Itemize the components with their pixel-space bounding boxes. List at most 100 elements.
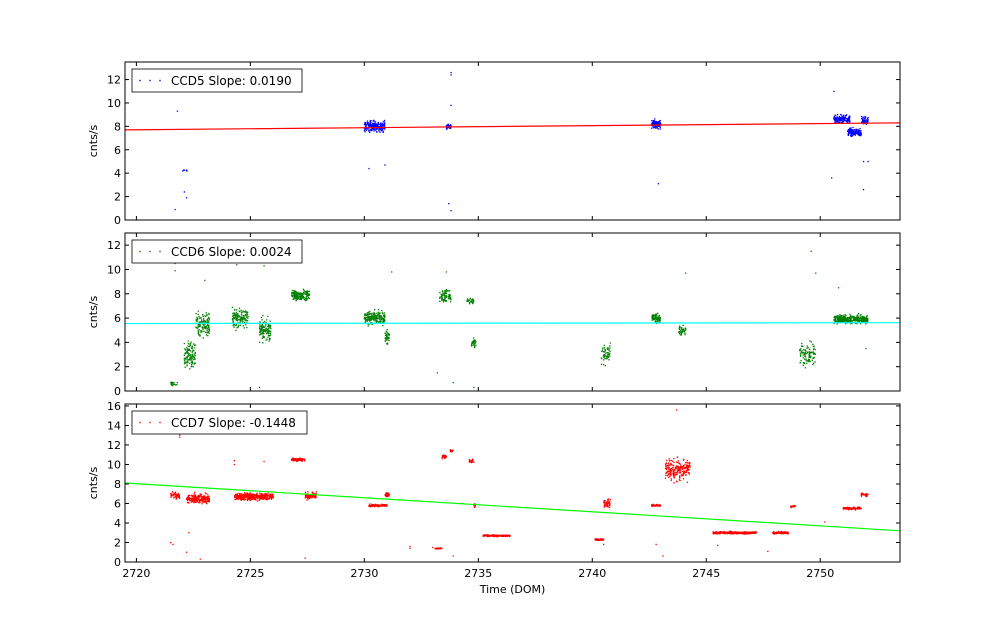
data-point: [231, 318, 233, 320]
data-point: [668, 460, 671, 462]
data-point: [446, 128, 448, 130]
data-point: [386, 342, 389, 344]
data-point: [190, 350, 192, 352]
data-point: [266, 338, 268, 340]
data-point: [375, 315, 377, 317]
data-point: [784, 531, 786, 533]
data-point: [451, 449, 453, 451]
data-point: [683, 458, 685, 460]
data-point: [202, 328, 204, 330]
data-point: [675, 466, 677, 469]
data-point: [370, 313, 372, 315]
data-point: [270, 498, 273, 500]
data-point: [487, 535, 489, 537]
data-point: [374, 128, 376, 130]
data-point: [266, 498, 268, 500]
data-point: [684, 461, 687, 464]
data-point: [652, 319, 654, 321]
data-point: [494, 534, 496, 537]
data-point: [176, 494, 178, 496]
data-point: [863, 320, 865, 322]
data-point: [308, 290, 310, 292]
data-point: [799, 352, 801, 354]
data-point: [840, 113, 842, 116]
data-point: [470, 301, 472, 303]
data-point: [365, 316, 368, 319]
data-point: [246, 313, 249, 315]
data-point: [263, 336, 265, 339]
data-point: [383, 319, 386, 322]
data-point: [445, 271, 448, 273]
data-point: [654, 315, 657, 318]
data-point: [245, 498, 247, 500]
data-point: [444, 299, 446, 301]
data-point: [658, 505, 660, 507]
data-point: [860, 492, 862, 494]
data-point: [677, 465, 679, 468]
data-point: [262, 498, 264, 500]
data-point: [192, 349, 194, 351]
data-point: [386, 333, 388, 336]
data-point: [202, 323, 204, 325]
data-point: [307, 297, 310, 299]
data-point: [468, 461, 471, 463]
data-point: [305, 292, 307, 294]
data-point: [363, 130, 366, 132]
data-point: [240, 309, 242, 311]
data-point: [498, 534, 500, 536]
data-point: [266, 319, 268, 321]
data-point: [178, 497, 181, 499]
data-point: [298, 298, 301, 300]
data-point: [375, 317, 377, 320]
data-point: [244, 492, 246, 494]
data-point: [472, 301, 474, 303]
data-point: [292, 292, 294, 294]
data-point: [191, 347, 193, 349]
data-point: [247, 311, 249, 313]
data-point: [748, 533, 750, 535]
data-point: [666, 464, 668, 467]
data-point: [203, 326, 206, 328]
data-point: [184, 366, 186, 368]
data-point: [803, 352, 805, 354]
data-point: [259, 498, 261, 500]
data-point: [838, 115, 841, 118]
data-point: [844, 314, 847, 316]
data-point: [255, 494, 257, 497]
data-point: [208, 501, 210, 503]
data-point: [193, 493, 195, 495]
data-point: [800, 354, 802, 356]
data-point: [194, 498, 196, 501]
data-point: [247, 317, 249, 319]
y-tick-label: 0: [114, 385, 121, 398]
data-point: [305, 291, 307, 294]
x-axis-label: Time (DOM): [479, 583, 546, 596]
data-point: [653, 314, 655, 316]
data-point: [183, 169, 185, 171]
data-point: [600, 363, 603, 365]
data-point: [857, 508, 859, 510]
data-point: [178, 496, 180, 498]
data-point: [859, 134, 861, 136]
data-point: [845, 115, 847, 117]
data-point: [753, 531, 756, 533]
data-point: [261, 332, 263, 335]
data-point: [471, 459, 473, 461]
data-point: [236, 315, 238, 317]
data-point: [368, 312, 371, 314]
data-point: [472, 461, 474, 463]
data-point: [659, 126, 661, 128]
data-point: [833, 322, 835, 325]
data-point: [814, 361, 816, 363]
data-point: [442, 454, 445, 456]
data-point: [306, 496, 308, 499]
data-point: [814, 348, 816, 351]
data-point: [297, 291, 299, 293]
data-point: [301, 292, 303, 295]
data-point: [687, 469, 689, 472]
y-tick-label: 6: [114, 312, 121, 325]
data-point: [365, 319, 367, 321]
data-point: [366, 123, 368, 125]
data-point: [382, 124, 385, 126]
data-point: [293, 291, 295, 293]
